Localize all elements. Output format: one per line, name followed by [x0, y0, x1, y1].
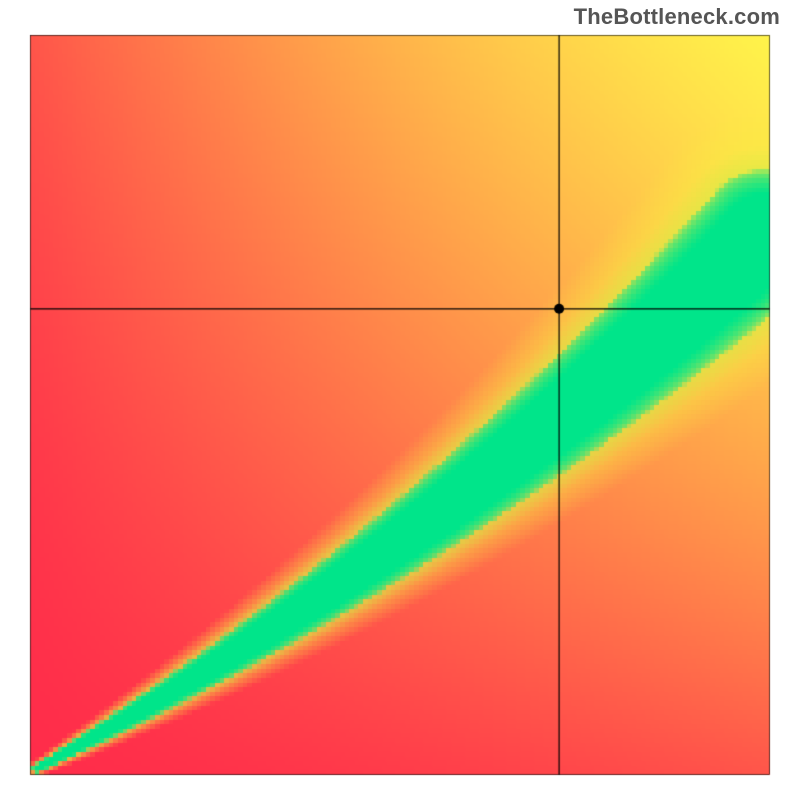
heatmap-canvas — [0, 0, 800, 800]
watermark-text: TheBottleneck.com — [574, 4, 780, 30]
chart-container: TheBottleneck.com — [0, 0, 800, 800]
